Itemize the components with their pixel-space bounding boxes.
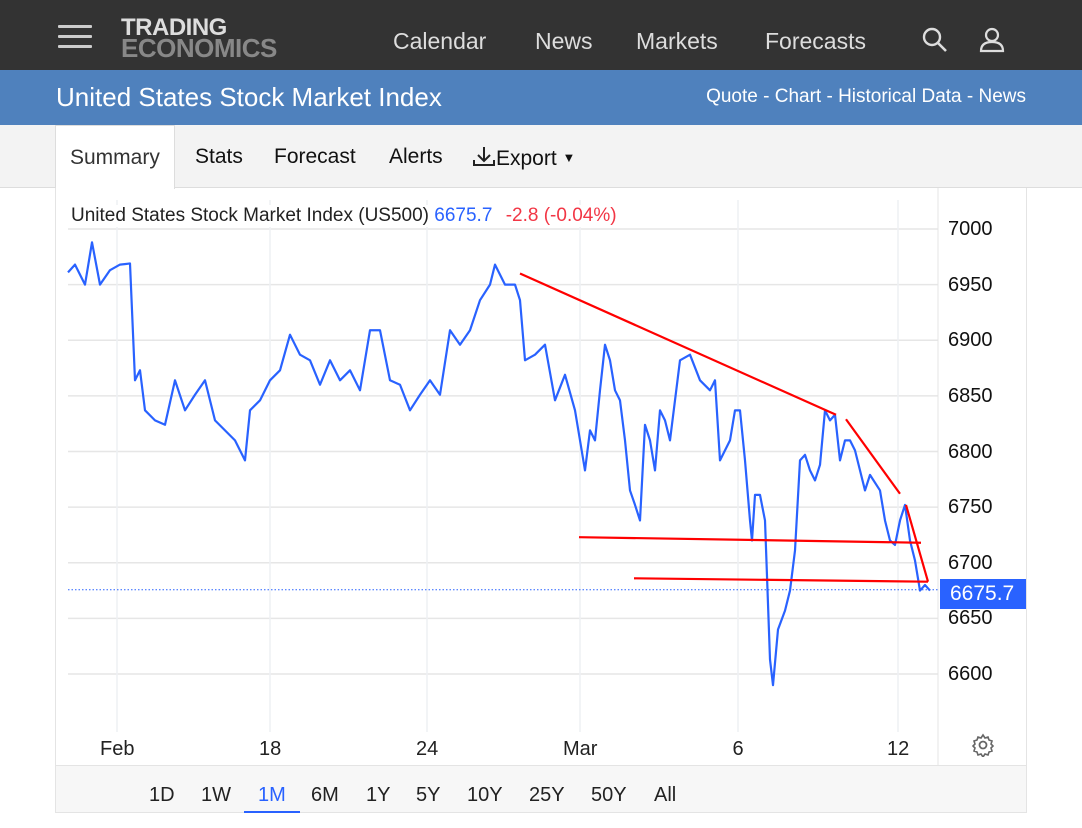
last-price-label: 6675.7: [940, 579, 1026, 609]
last-price: 6675.7: [434, 205, 493, 226]
x-tick-label: 18: [259, 738, 282, 760]
y-tick-label: 6650: [948, 607, 993, 630]
top-nav: TRADING ECONOMICS Calendar News Markets …: [0, 0, 1082, 70]
title-bar: United States Stock Market Index Quote -…: [0, 70, 1082, 125]
chart-title: United States Stock Market Index (US500)…: [71, 205, 623, 227]
trend-line: [904, 504, 930, 582]
range-1y[interactable]: 1Y: [366, 784, 391, 806]
x-tick-label: Feb: [100, 738, 135, 760]
tab-forecast[interactable]: Forecast: [274, 145, 356, 168]
download-icon: [473, 147, 495, 166]
nav-markets[interactable]: Markets: [636, 28, 718, 54]
x-tick-label: 24: [416, 738, 439, 760]
tab-bar: Summary Stats Forecast Alerts Export ▼: [0, 125, 1082, 189]
caret-down-icon: ▼: [562, 150, 576, 165]
y-tick-label: 7000: [948, 218, 993, 240]
y-tick-label: 6900: [948, 329, 993, 352]
range-6m[interactable]: 6M: [311, 784, 339, 806]
tab-summary[interactable]: Summary: [55, 125, 175, 189]
range-all[interactable]: All: [654, 784, 677, 806]
search-icon[interactable]: [922, 27, 948, 53]
trend-line: [578, 536, 922, 544]
y-tick-label: 6850: [948, 384, 993, 407]
chart-card: [55, 188, 1027, 813]
y-tick-label: 6700: [948, 551, 993, 574]
trend-line: [633, 577, 929, 583]
y-tick-label: 6800: [948, 440, 993, 463]
range-10y[interactable]: 10Y: [467, 784, 503, 806]
price-change: -2.8 (-0.04%): [505, 205, 617, 226]
x-tick-label: 12: [887, 738, 910, 760]
y-tick-label: 6950: [948, 273, 993, 296]
nav-forecasts[interactable]: Forecasts: [765, 28, 866, 54]
range-1d[interactable]: 1D: [149, 784, 175, 806]
range-1m[interactable]: 1M: [244, 784, 300, 813]
x-tick-label: Mar: [563, 738, 598, 760]
range-5y[interactable]: 5Y: [416, 784, 441, 806]
price-series-line: [67, 241, 931, 687]
tab-stats[interactable]: Stats: [195, 145, 243, 168]
nav-news[interactable]: News: [535, 28, 593, 54]
range-selector: 1D 1W 1M 6M 1Y 5Y 10Y 25Y 50Y All: [56, 765, 1026, 813]
y-tick-label: 6600: [948, 663, 993, 685]
settings-gear-icon[interactable]: [971, 733, 995, 757]
user-icon[interactable]: [979, 26, 1005, 54]
tab-export[interactable]: Export ▼: [472, 145, 575, 171]
y-tick-label: 6750: [948, 496, 993, 519]
trend-line: [845, 418, 901, 495]
range-50y[interactable]: 50Y: [591, 784, 627, 806]
tab-alerts[interactable]: Alerts: [389, 145, 443, 168]
section-links[interactable]: Quote - Chart - Historical Data - News: [706, 86, 1026, 107]
nav-calendar[interactable]: Calendar: [393, 28, 487, 54]
range-1w[interactable]: 1W: [201, 784, 231, 806]
page-title: United States Stock Market Index: [56, 82, 442, 112]
trend-line: [519, 272, 837, 416]
logo[interactable]: TRADING ECONOMICS: [121, 14, 277, 63]
x-tick-label: 6: [732, 738, 744, 760]
menu-icon[interactable]: [58, 25, 92, 49]
range-25y[interactable]: 25Y: [529, 784, 565, 806]
